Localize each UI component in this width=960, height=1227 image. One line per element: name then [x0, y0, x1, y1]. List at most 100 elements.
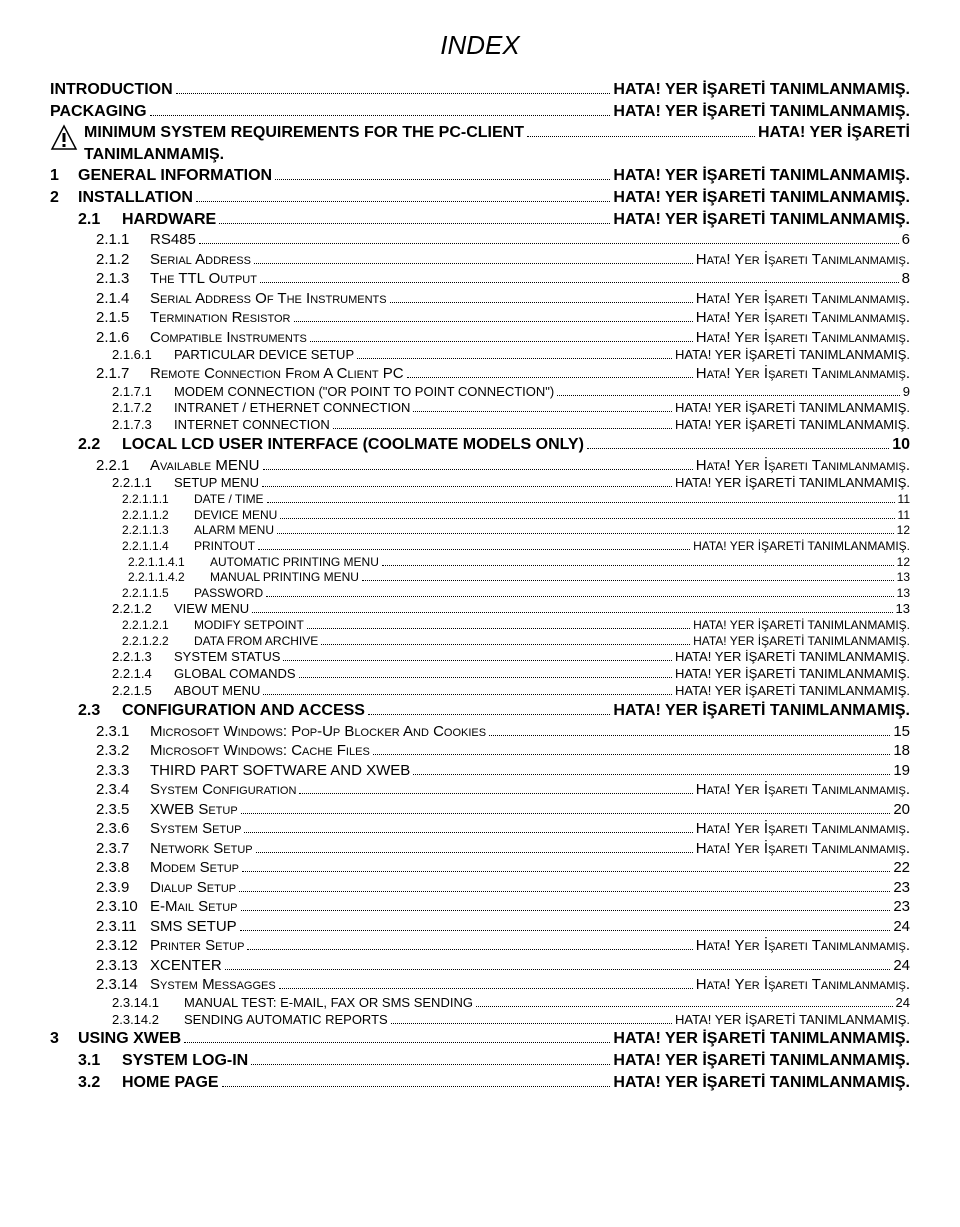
label: MODEM CONNECTION ("OR POINT TO POINT CON… — [174, 384, 554, 399]
page: HATA! YER İŞARETİ TANIMLANMAMIŞ. — [613, 1050, 910, 1072]
leader — [150, 115, 611, 116]
label: INTERNET CONNECTION — [174, 417, 330, 432]
label: RS485 — [150, 231, 196, 248]
toc-entry: 2.3.1Microsoft Windows: Pop-Up Blocker A… — [96, 722, 910, 742]
num: 2.3.14 — [96, 975, 150, 995]
label: AUTOMATIC PRINTING MENU — [210, 555, 379, 569]
label: Microsoft Windows: Cache Files — [150, 742, 370, 759]
page: 13 — [897, 586, 910, 602]
page: 13 — [897, 570, 910, 586]
num: 2.1.7.3 — [112, 417, 174, 434]
toc-entry: 2.1.7.3INTERNET CONNECTION HATA! YER İŞA… — [112, 417, 910, 434]
leader — [407, 377, 693, 378]
label: Modem Setup — [150, 859, 239, 876]
label: USING XWEB — [78, 1030, 181, 1047]
num: 2.2.1.1.4 — [122, 539, 194, 555]
num: 3 — [50, 1028, 78, 1050]
num: 2.2.1.2.2 — [122, 634, 194, 650]
num: 2.3.5 — [96, 800, 150, 820]
page: HATA! YER İŞARETİ TANIMLANMAMIŞ. — [613, 79, 910, 101]
num: 2.1.4 — [96, 289, 150, 309]
page: HATA! YER İŞARETİ TANIMLANMAMIŞ. — [613, 1072, 910, 1094]
leader — [587, 448, 889, 449]
toc-entry: 2.2.1.4GLOBAL COMANDS HATA! YER İŞARETİ … — [112, 666, 910, 683]
leader — [252, 612, 892, 613]
leader — [262, 486, 672, 487]
toc-entry: 2.3.14.2SENDING AUTOMATIC REPORTS HATA! … — [112, 1012, 910, 1029]
leader — [241, 813, 891, 814]
leader — [242, 871, 890, 872]
leader — [251, 1064, 610, 1065]
leader — [239, 891, 890, 892]
num: 2.3.14.1 — [112, 995, 184, 1012]
leader — [368, 714, 610, 715]
label: Microsoft Windows: Pop-Up Blocker And Co… — [150, 723, 486, 740]
page: 12 — [897, 555, 910, 571]
num: 2.2.1 — [96, 456, 150, 476]
num: 2.2.1.1.5 — [122, 586, 194, 602]
toc-entry-cont: TANIMLANMAMIŞ. — [84, 144, 910, 166]
num: 2.3.8 — [96, 858, 150, 878]
label: PARTICULAR DEVICE SETUP — [174, 347, 354, 362]
page-title: INDEX — [50, 30, 910, 61]
num: 2.2 — [78, 434, 122, 456]
page: 20 — [893, 800, 910, 820]
label: Serial Address Of The Instruments — [150, 290, 387, 307]
page: HATA! YER İŞARETİ TANIMLANMAMIŞ. — [675, 347, 910, 364]
page: HATA! YER İŞARETİ TANIMLANMAMIŞ. — [613, 700, 910, 722]
leader — [280, 518, 894, 519]
toc-entry: 2.2.1.1.4.2MANUAL PRINTING MENU 13 — [128, 570, 910, 586]
leader — [176, 93, 611, 94]
page: HATA! YER İŞARETİ TANIMLANMAMIŞ. — [675, 683, 910, 700]
num: 2.2.1.1.1 — [122, 492, 194, 508]
leader — [219, 223, 610, 224]
leader — [258, 549, 690, 550]
num: 2.2.1.3 — [112, 649, 174, 666]
label: System Messagges — [150, 976, 276, 993]
num: 2.2.1.5 — [112, 683, 174, 700]
leader — [357, 358, 672, 359]
toc-entry: 3.2HOME PAGE HATA! YER İŞARETİ TANIMLANM… — [78, 1072, 910, 1094]
label: Printer Setup — [150, 937, 244, 954]
toc-entry: 2.1.7.2INTRANET / ETHERNET CONNECTION HA… — [112, 400, 910, 417]
toc-entry: INTRODUCTION HATA! YER İŞARETİ TANIMLANM… — [50, 79, 910, 101]
num: 2.3 — [78, 700, 122, 722]
leader — [267, 502, 895, 503]
label: System Configuration — [150, 781, 296, 798]
leader — [256, 852, 693, 853]
num: 2 — [50, 187, 78, 209]
num: 2.1.3 — [96, 269, 150, 289]
label: INSTALLATION — [78, 189, 193, 206]
page: Hata! Yer İşareti Tanimlanmamiş. — [696, 819, 910, 839]
label: Compatible Instruments — [150, 329, 307, 346]
toc-entry: 2.2.1.2.2DATA FROM ARCHIVE HATA! YER İŞA… — [122, 634, 910, 650]
toc-entry: 2.1.2Serial Address Hata! Yer İşareti Ta… — [96, 250, 910, 270]
toc-entry: 2.2.1.2VIEW MENU 13 — [112, 601, 910, 618]
leader — [225, 969, 891, 970]
toc-entry: 2.3.3THIRD PART SOFTWARE AND XWEB 19 — [96, 761, 910, 781]
label: SYSTEM STATUS — [174, 649, 280, 664]
num: 2.2.1.4 — [112, 666, 174, 683]
num: 2.1.7.2 — [112, 400, 174, 417]
page: HATA! YER İŞARETİ TANIMLANMAMIŞ. — [613, 187, 910, 209]
label: MODIFY SETPOINT — [194, 618, 304, 632]
label: XCENTER — [150, 957, 222, 974]
toc-entry: 2.3.11SMS SETUP 24 — [96, 917, 910, 937]
label: ALARM MENU — [194, 523, 274, 537]
toc-entry: 2.1.7.1MODEM CONNECTION ("OR POINT TO PO… — [112, 384, 910, 401]
toc-entry: 2.3.13XCENTER 24 — [96, 956, 910, 976]
leader — [299, 677, 672, 678]
leader — [527, 136, 755, 137]
toc-entry: 2.2.1.1.4PRINTOUT HATA! YER İŞARETİ TANI… — [122, 539, 910, 555]
toc-entry: 2.3.14.1MANUAL TEST: E-MAIL, FAX OR SMS … — [112, 995, 910, 1012]
toc-entry: 3USING XWEB HATA! YER İŞARETİ TANIMLANMA… — [50, 1028, 910, 1050]
page: HATA! YER İŞARETİ TANIMLANMAMIŞ. — [675, 649, 910, 666]
leader — [391, 1023, 672, 1024]
label: VIEW MENU — [174, 601, 249, 616]
label: SENDING AUTOMATIC REPORTS — [184, 1012, 388, 1027]
label: DEVICE MENU — [194, 508, 277, 522]
label: CONFIGURATION AND ACCESS — [122, 702, 365, 719]
toc-entry: 2.2.1.5ABOUT MENU HATA! YER İŞARETİ TANI… — [112, 683, 910, 700]
toc-entry: 2.3.12Printer Setup Hata! Yer İşareti Ta… — [96, 936, 910, 956]
toc-entry: 3.1SYSTEM LOG-IN HATA! YER İŞARETİ TANIM… — [78, 1050, 910, 1072]
